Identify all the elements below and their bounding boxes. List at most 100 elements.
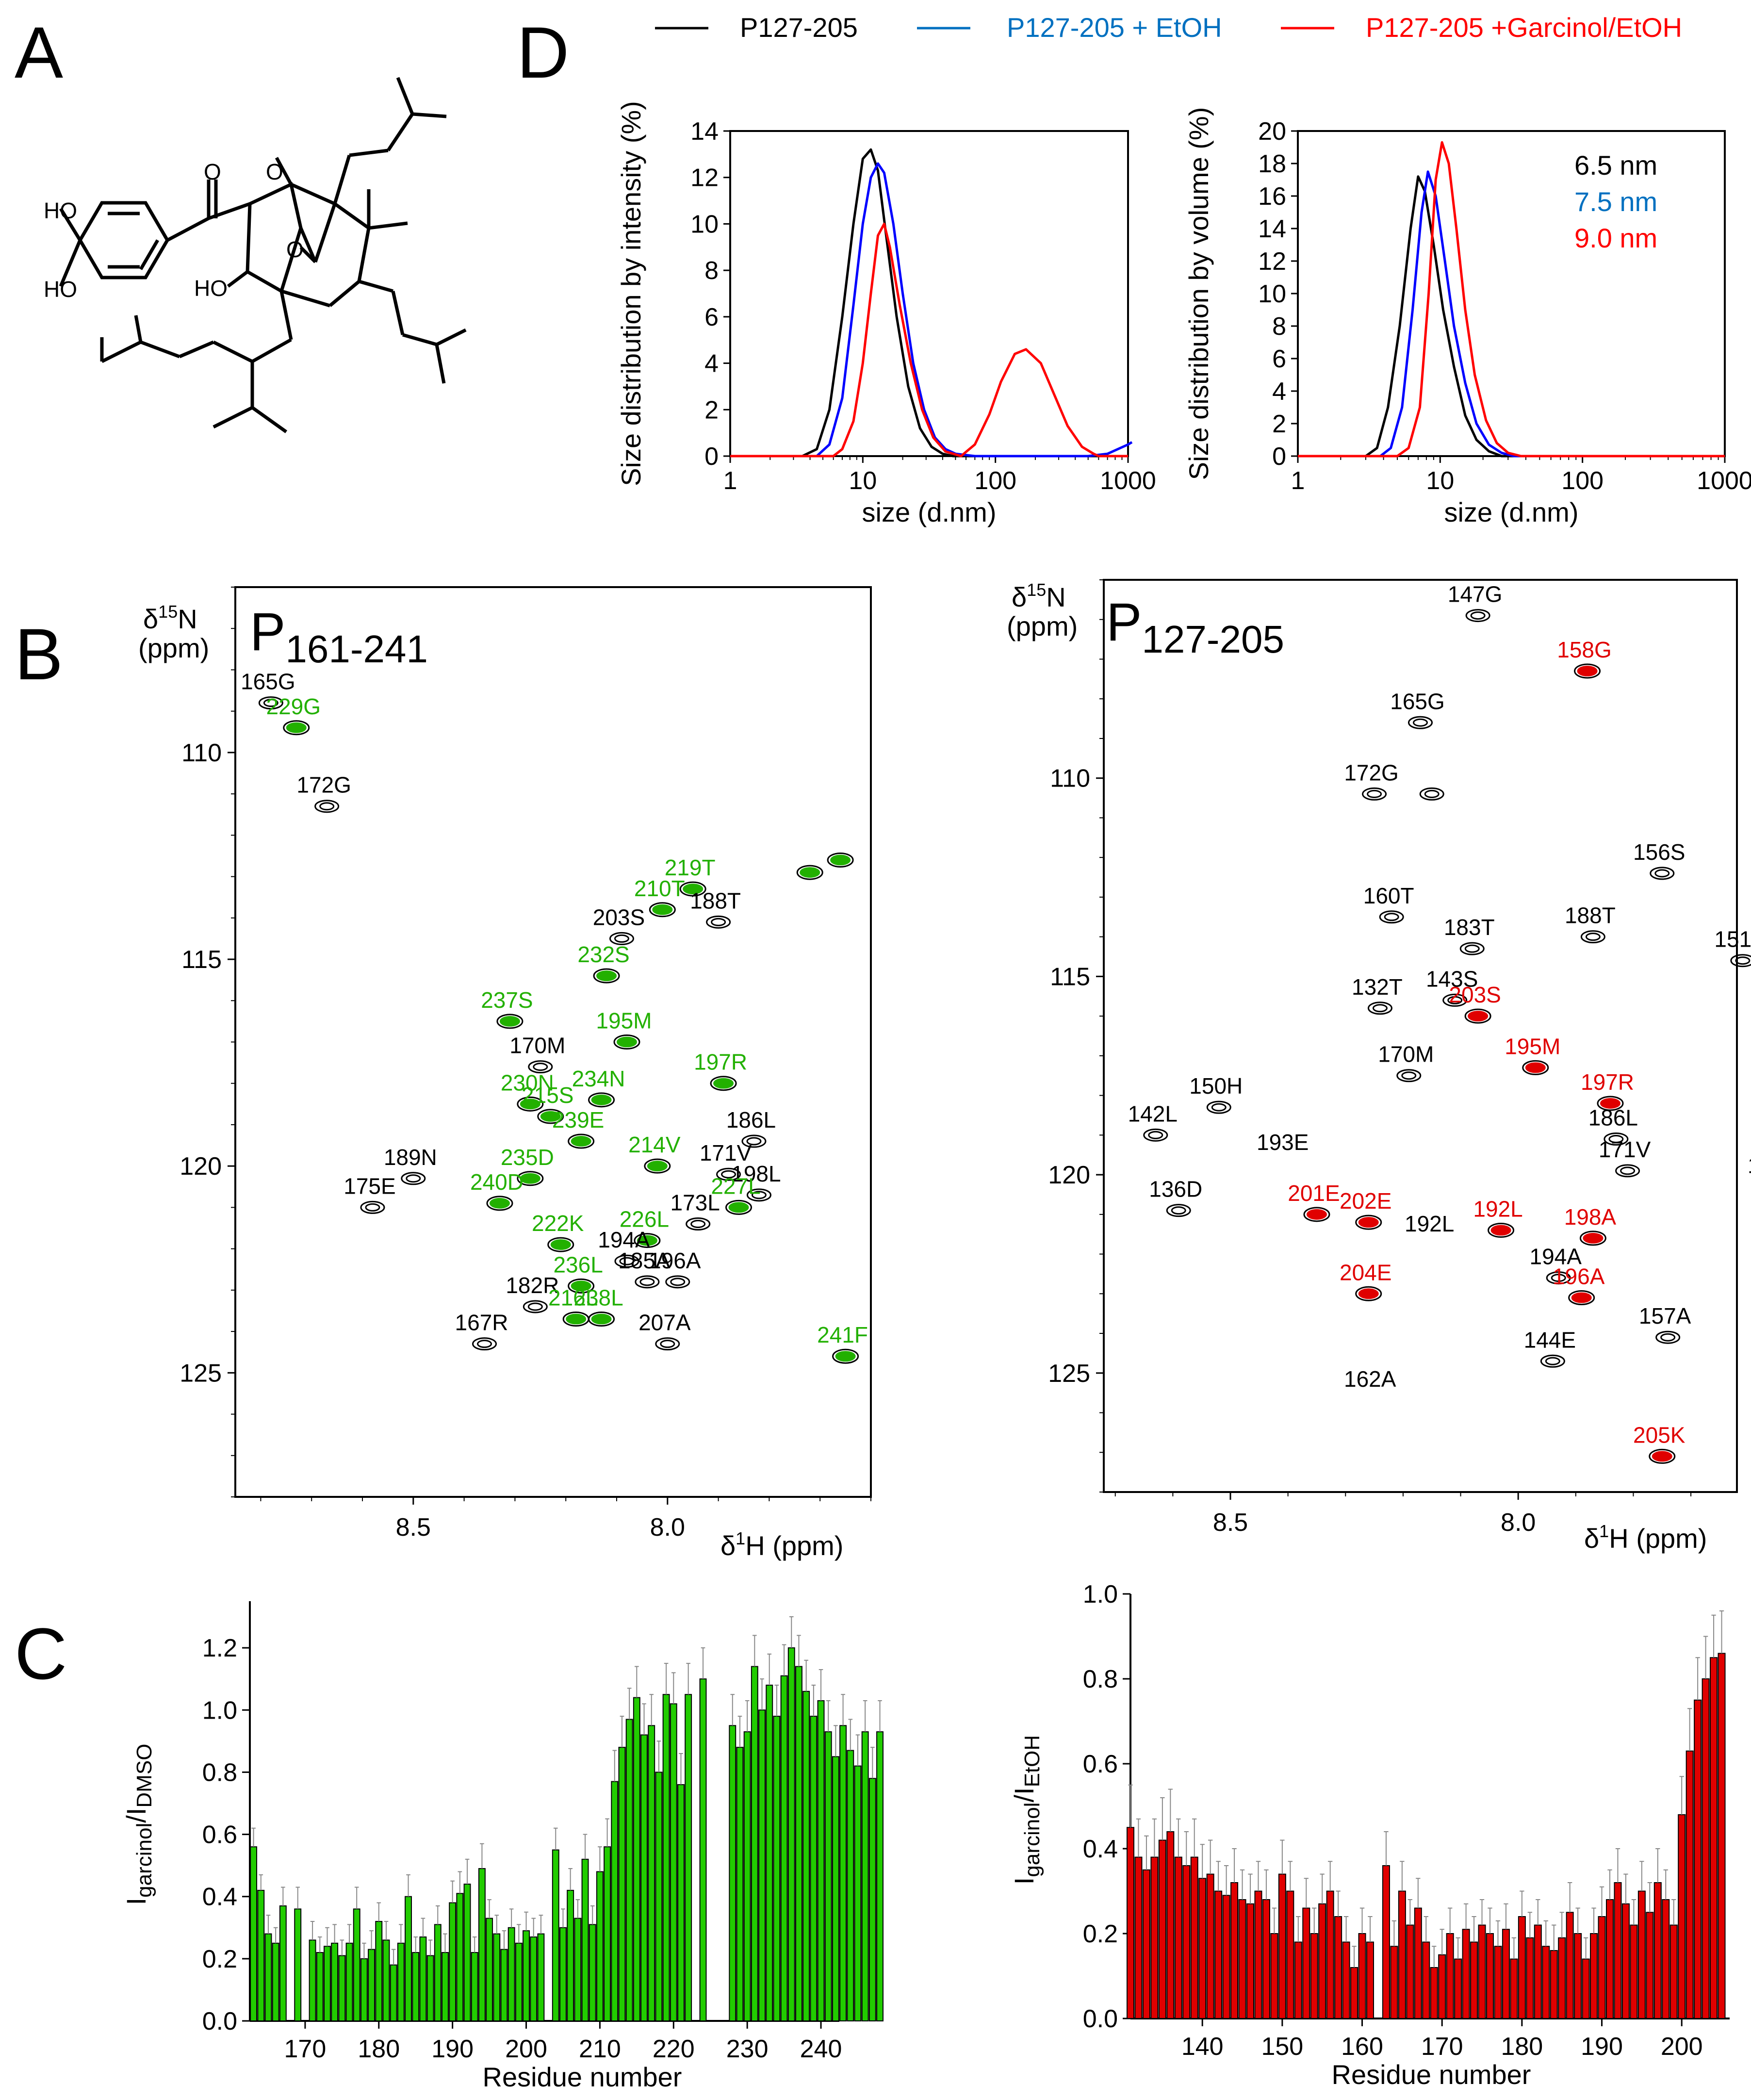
bar-residue-205 xyxy=(559,1927,567,2022)
peak-label-205K: 205K xyxy=(1633,1422,1686,1447)
bar-residue-154 xyxy=(1310,1933,1318,2019)
bar-residue-160 xyxy=(1358,1933,1366,2019)
ho-label-1: HO xyxy=(44,198,77,223)
x-tick-label: 1000 xyxy=(1697,467,1751,495)
bar-residue-214 xyxy=(625,1719,633,2021)
peak-contour-outer xyxy=(562,1312,589,1327)
hsqc-p161-title: P161-241 xyxy=(250,602,428,671)
peak-label-171V: 171V xyxy=(1599,1137,1651,1162)
peak-label-157A: 157A xyxy=(1639,1303,1691,1329)
bar-residue-193 xyxy=(1621,1903,1630,2019)
peak-label-203S: 203S xyxy=(593,904,645,930)
bar-residue-240 xyxy=(817,1700,825,2022)
bar-dmso-xlabel: Residue number xyxy=(483,2062,682,2092)
peak-label-136D: 136D xyxy=(1149,1177,1202,1202)
peak-contour xyxy=(533,1063,548,1071)
peak-contour-outer xyxy=(1649,1448,1676,1464)
dls-volume-chart: Size distribution by volume (%) size (d.… xyxy=(1183,107,1751,527)
hsqc-p127-205: P127-205 δ15N (ppm) δ1H (ppm) 193E 192L … xyxy=(1007,579,1751,1554)
y-tick-label: 0.4 xyxy=(202,1883,237,1911)
y-tick-label: 12 xyxy=(690,164,719,192)
bar-residue-222 xyxy=(685,1694,692,2021)
peak-label-239E: 239E xyxy=(552,1107,604,1132)
bar-residue-201 xyxy=(530,1936,538,2021)
bar-residue-213 xyxy=(618,1747,626,2022)
peak-contour-outer xyxy=(1574,663,1601,679)
y-tick-label: 115 xyxy=(1050,963,1090,991)
bar-residue-153 xyxy=(1302,1907,1310,2019)
dls-annot-6-5nm: 6.5 nm xyxy=(1574,150,1657,180)
ho-label-3: HO xyxy=(194,276,228,301)
bar-residue-197 xyxy=(500,1949,508,2022)
dls-series-p127-205-etoh xyxy=(730,162,1133,458)
x-tick-label: 10 xyxy=(849,467,877,495)
y-tick-label: 0.2 xyxy=(202,1945,237,1973)
peak-label-194A: 194A xyxy=(598,1227,650,1252)
peak-contour xyxy=(286,722,307,733)
peak-contour-outer xyxy=(1546,1271,1571,1285)
bar-residue-167 xyxy=(1414,1907,1422,2019)
x-tick-label: 100 xyxy=(1561,467,1604,495)
bar-residue-210 xyxy=(596,1871,604,2021)
peak-label-147G: 147G xyxy=(1448,582,1503,607)
x-tick-label: 180 xyxy=(1501,2033,1543,2061)
bar-residue-173 xyxy=(1462,1929,1470,2019)
peak-label-171V: 171V xyxy=(700,1140,752,1165)
peak-contour xyxy=(1490,1225,1511,1236)
peak-contour-outer xyxy=(725,1199,753,1215)
peak-contour xyxy=(527,1302,543,1311)
bar-residue-170 xyxy=(1438,1954,1446,2019)
bar-residue-137 xyxy=(1174,1856,1182,2019)
bar-residue-141 xyxy=(1206,1873,1214,2019)
peak-contour-outer xyxy=(528,1060,553,1074)
y-tick-label: 8 xyxy=(704,257,719,285)
bar-residue-178 xyxy=(1502,1929,1510,2019)
bar-residue-180 xyxy=(1518,1916,1526,2019)
bar-residue-166 xyxy=(272,1942,279,2021)
peak-contour xyxy=(1358,1217,1379,1228)
peak-contour-outer xyxy=(679,881,706,897)
bar-residue-140 xyxy=(1198,1878,1207,2019)
bar-residue-202 xyxy=(537,1933,545,2021)
bar-residue-195 xyxy=(486,1918,493,2022)
bar-residue-247 xyxy=(868,1778,876,2021)
peak-label-167R: 167R xyxy=(455,1310,508,1335)
peak-contour xyxy=(1372,1004,1388,1013)
bar-residue-204 xyxy=(1710,1657,1718,2019)
x-tick-label: 100 xyxy=(974,467,1016,495)
bar-residue-144 xyxy=(1230,1882,1239,2019)
bar-residue-151 xyxy=(1286,1890,1294,2019)
x-tick-label: 8.0 xyxy=(1501,1509,1536,1537)
dls-series-p127-205-etoh xyxy=(1298,170,1725,458)
bar-residue-164 xyxy=(1390,1946,1398,2019)
bar-residue-152 xyxy=(1294,1941,1302,2019)
garcinol-structure: HO HO HO O O O xyxy=(44,77,467,433)
panel-label-a: A xyxy=(15,12,63,93)
dls-intensity-chart: Size distribution by intensity (%) size … xyxy=(616,101,1156,527)
peak-label-170M: 170M xyxy=(509,1033,565,1058)
legend-label-red: P127-205 +Garcinol/EtOH xyxy=(1366,12,1682,43)
y-tick-label: 120 xyxy=(1048,1161,1090,1189)
peak-contour xyxy=(520,1173,540,1184)
bar-residue-161 xyxy=(1366,1941,1374,2019)
peak-label-204E: 204E xyxy=(1340,1260,1391,1285)
peak-label-173L: 173L xyxy=(671,1190,720,1215)
bar-residue-248 xyxy=(876,1731,884,2021)
bar-residue-167 xyxy=(279,1905,287,2022)
bar-residue-174 xyxy=(331,1942,339,2021)
y-tick-label: 0.0 xyxy=(202,2007,237,2035)
bar-residue-236 xyxy=(787,1647,795,2021)
bar-residue-208 xyxy=(581,1858,589,2021)
peak-contour-outer xyxy=(649,902,676,918)
peak-contour-outer xyxy=(1396,1069,1422,1083)
panel-label-d: D xyxy=(517,12,569,93)
legend-label-black: P127-205 xyxy=(740,12,858,43)
peak-contour xyxy=(263,699,278,707)
bar-residue-172 xyxy=(316,1952,324,2022)
bar-residue-176 xyxy=(1486,1933,1494,2019)
bar-residue-132 xyxy=(1134,1856,1143,2019)
peak-contour-outer xyxy=(706,915,731,929)
bar-residue-194 xyxy=(478,1868,486,2022)
dls-volume-xlabel: size (d.nm) xyxy=(1444,497,1579,527)
y-tick-label: 0.2 xyxy=(1083,1920,1118,1948)
